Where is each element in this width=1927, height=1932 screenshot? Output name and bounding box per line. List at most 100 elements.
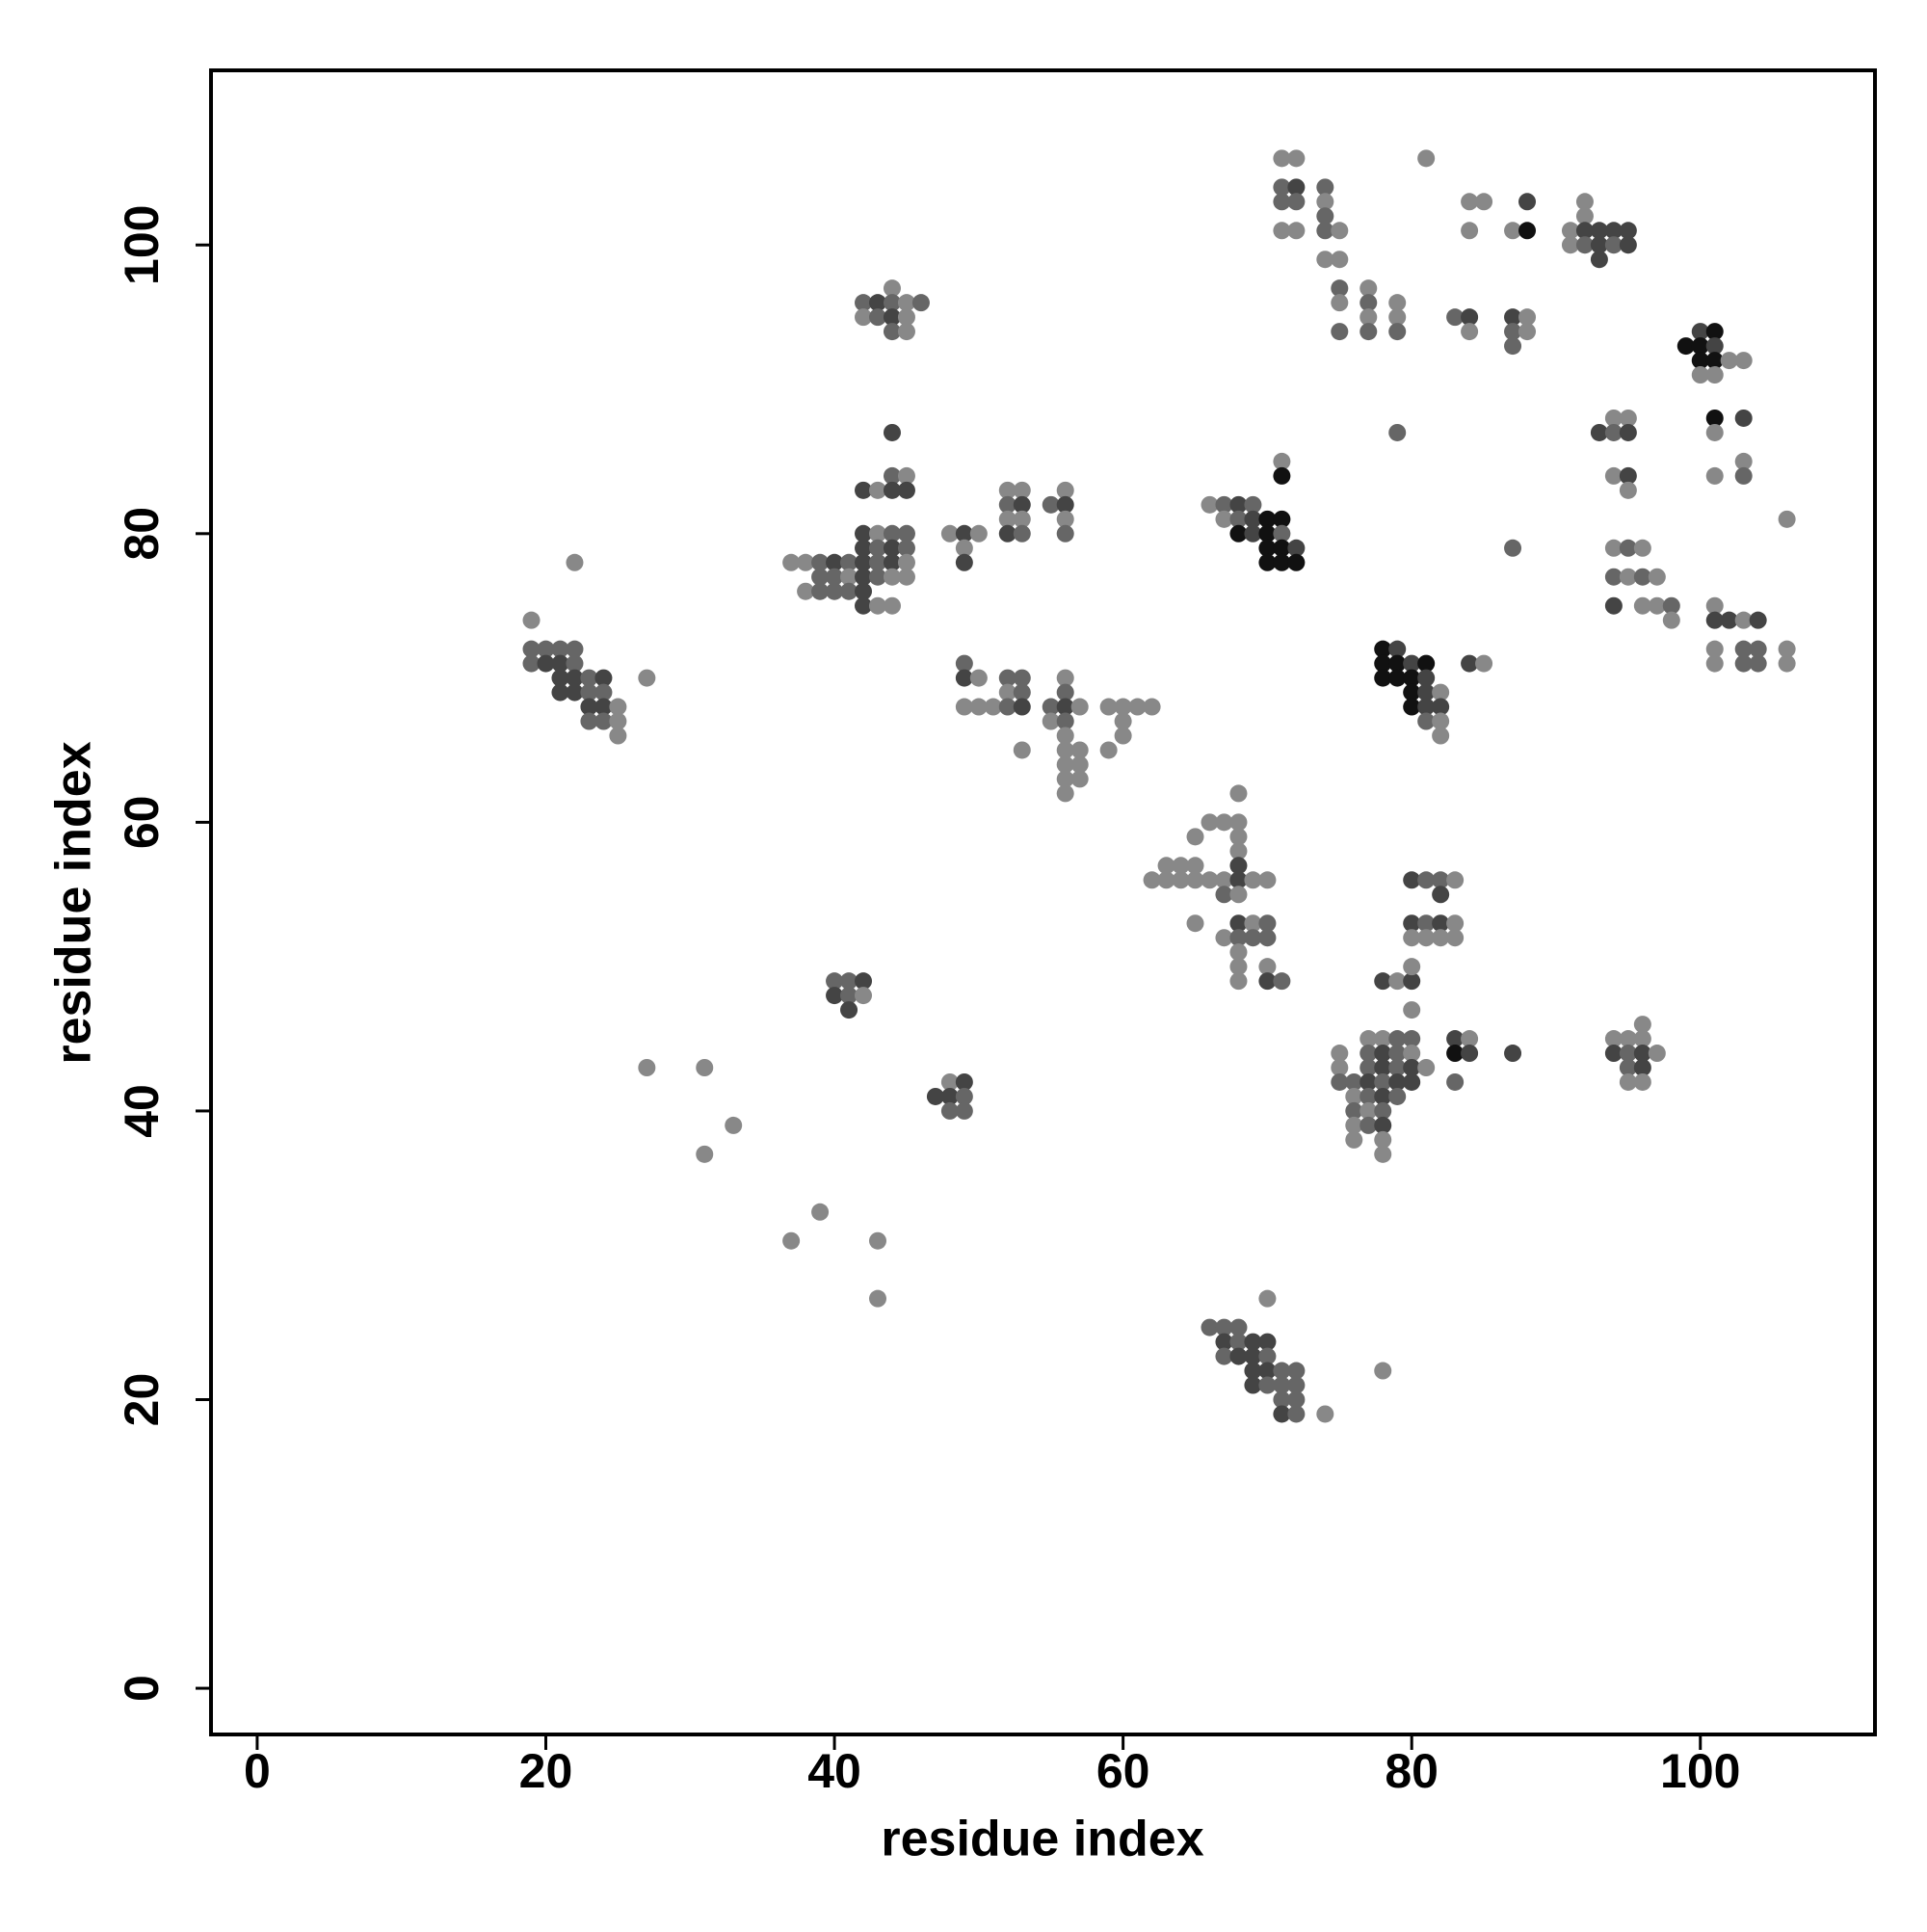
contact-point: [998, 481, 1016, 499]
contact-point: [1215, 813, 1233, 832]
contact-point: [594, 669, 613, 687]
contact-point: [955, 1101, 973, 1120]
contact-point: [1359, 294, 1378, 312]
contact-point: [1403, 972, 1421, 991]
y-tick-label: 20: [115, 1373, 169, 1427]
contact-point: [1070, 698, 1089, 716]
contact-point: [1345, 1116, 1363, 1134]
contact-point: [1619, 1045, 1637, 1063]
contact-point: [1258, 871, 1277, 889]
contact-point: [1461, 654, 1479, 673]
contact-point: [897, 539, 915, 557]
contact-point: [580, 683, 598, 701]
contact-point: [1403, 914, 1421, 933]
contact-point: [1504, 539, 1522, 557]
contact-point: [1403, 958, 1421, 976]
contact-point: [1604, 596, 1623, 615]
contact-point: [998, 495, 1016, 514]
contact-point: [1056, 712, 1074, 730]
contact-point: [855, 294, 873, 312]
contact-point: [1705, 366, 1724, 384]
contact-point: [1518, 222, 1537, 240]
contact-point: [855, 972, 873, 991]
contact-point: [1749, 611, 1767, 629]
contact-point: [1056, 727, 1074, 745]
y-tick-label: 80: [115, 507, 169, 561]
contact-point: [1417, 712, 1436, 730]
contact-point: [1345, 1087, 1363, 1105]
contact-point: [1244, 871, 1262, 889]
contact-point: [1273, 466, 1291, 485]
contact-point: [897, 524, 915, 543]
contact-point: [1201, 495, 1219, 514]
contact-point: [1070, 755, 1089, 774]
contact-point: [955, 669, 973, 687]
contact-point: [725, 1116, 743, 1134]
y-tick-label: 60: [115, 796, 169, 850]
contact-point: [868, 568, 886, 586]
contact-point: [868, 1289, 886, 1308]
contact-point: [1258, 914, 1277, 933]
contact-point: [1316, 251, 1334, 269]
x-tick-label: 100: [1660, 1744, 1740, 1798]
contact-point: [1013, 510, 1031, 528]
contact-point: [1114, 698, 1132, 716]
contact-point: [696, 1145, 714, 1163]
contact-point: [1403, 1059, 1421, 1077]
contact-point: [1575, 193, 1594, 211]
contact-point: [1345, 1101, 1363, 1120]
contact-point: [1691, 337, 1709, 356]
contact-point: [1331, 279, 1349, 298]
contact-point: [1172, 857, 1190, 875]
contact-point: [840, 1001, 858, 1019]
contact-point: [1359, 308, 1378, 327]
contact-point: [1359, 279, 1378, 298]
contact-point: [1417, 669, 1436, 687]
contact-point: [537, 654, 555, 673]
contact-point: [1633, 596, 1651, 615]
contact-point: [883, 524, 901, 543]
contact-point: [1273, 510, 1291, 528]
contact-point: [1604, 568, 1623, 586]
contact-point: [1417, 871, 1436, 889]
contact-point: [1244, 524, 1262, 543]
contact-point: [638, 669, 656, 687]
contact-point: [1244, 929, 1262, 947]
contact-point: [883, 308, 901, 327]
contact-point: [1258, 972, 1277, 991]
contact-point: [1619, 539, 1637, 557]
contact-point: [551, 683, 569, 701]
contact-point: [1432, 727, 1450, 745]
contact-point: [1229, 943, 1248, 962]
contact-point: [1504, 308, 1522, 327]
contact-point: [1461, 222, 1479, 240]
contact-point: [1432, 886, 1450, 904]
contact-point: [1734, 654, 1753, 673]
contact-point: [855, 481, 873, 499]
contact-point: [1633, 1016, 1651, 1034]
contact-point: [1229, 842, 1248, 860]
contact-point: [1273, 539, 1291, 557]
contact-point: [1229, 972, 1248, 991]
contact-point: [1590, 423, 1608, 441]
contact-point: [1215, 510, 1233, 528]
contact-point: [1604, 466, 1623, 485]
contact-point: [609, 727, 627, 745]
contact-point: [1446, 1030, 1465, 1048]
contact-point: [1705, 611, 1724, 629]
contact-point: [1417, 149, 1436, 168]
contact-point: [1013, 683, 1031, 701]
contact-point: [1331, 1072, 1349, 1091]
contact-point: [1316, 1405, 1334, 1423]
contact-point: [1648, 596, 1666, 615]
contact-point: [1359, 1030, 1378, 1048]
contact-point: [797, 582, 815, 600]
contact-point: [998, 510, 1016, 528]
contact-point: [1287, 1390, 1306, 1409]
contact-point: [1604, 409, 1623, 427]
contact-point: [1619, 409, 1637, 427]
contact-point: [1114, 712, 1132, 730]
contact-point: [969, 698, 988, 716]
contact-point: [1388, 654, 1407, 673]
contact-point: [1705, 409, 1724, 427]
